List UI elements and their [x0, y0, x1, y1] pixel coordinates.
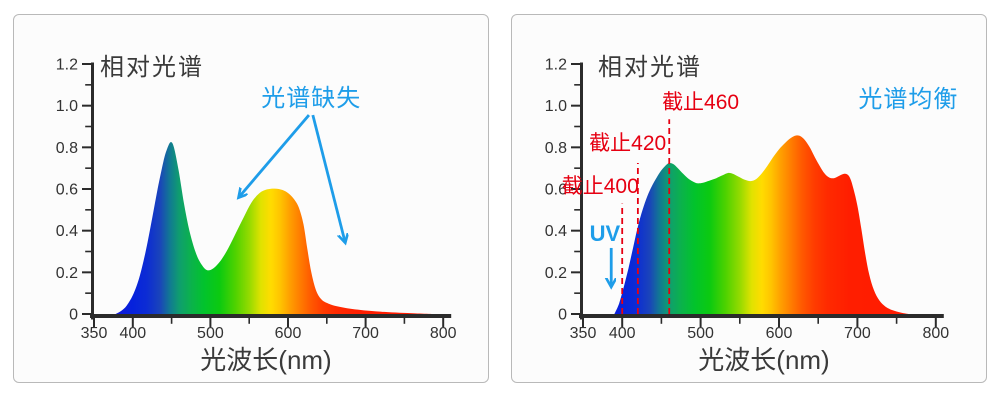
axes — [82, 62, 452, 327]
x-tick-label: 600 — [766, 325, 793, 342]
x-tick-label: 350 — [570, 325, 597, 342]
cutoff-label-420: 截止420 — [589, 132, 666, 155]
axes — [571, 62, 944, 327]
tick-labels: 0 0.2 0.4 0.6 0.8 1.0 1.2 350 400 500 600 700 800 — [545, 57, 949, 342]
uv-label: UV — [590, 221, 621, 246]
y-tick-label: 0.8 — [545, 140, 567, 157]
left-chart-panel: 0 0.2 0.4 0.6 0.8 1.0 1.2 350 400 500 600 700 800 光谱缺… — [13, 14, 489, 383]
y-tick-label: 0.4 — [56, 223, 78, 240]
x-tick-label: 400 — [119, 325, 146, 342]
y-tick-label: 0.2 — [56, 265, 78, 282]
missing-arrow-right — [311, 114, 345, 242]
cutoff-label-460: 截止460 — [662, 91, 739, 114]
left-spectrum-chart: 0 0.2 0.4 0.6 0.8 1.0 1.2 350 400 500 600 700 800 光谱缺… — [56, 57, 457, 342]
y-tick-label: 0.4 — [545, 223, 567, 240]
x-tick-label: 700 — [844, 325, 871, 342]
x-tick-label: 350 — [81, 325, 108, 342]
spectrum-curve — [115, 142, 432, 314]
right-chart-xlabel: 光波长(nm) — [698, 345, 830, 375]
y-tick-label: 0.6 — [545, 182, 567, 199]
y-tick-label: 0 — [69, 307, 78, 324]
x-tick-label: 500 — [687, 325, 714, 342]
x-tick-label: 700 — [352, 325, 379, 342]
y-tick-label: 0.2 — [545, 265, 567, 282]
x-tick-label: 800 — [922, 325, 949, 342]
right-chart-title: 相对光谱 — [598, 54, 702, 81]
y-tick-label: 0.6 — [56, 182, 78, 199]
missing-spectrum-label: 光谱缺失 — [261, 85, 361, 112]
x-tick-label: 400 — [609, 325, 636, 342]
right-chart-panel: 0 0.2 0.4 0.6 0.8 1.0 1.2 350 400 500 600 700 800 截止4… — [511, 14, 987, 383]
x-tick-label: 600 — [275, 325, 302, 342]
spectrum-curve — [614, 135, 909, 314]
y-tick-label: 1.2 — [545, 57, 567, 74]
balanced-spectrum-label: 光谱均衡 — [858, 86, 958, 113]
x-tick-label: 800 — [430, 325, 457, 342]
y-tick-label: 1.2 — [56, 57, 78, 74]
y-tick-label: 1.0 — [545, 98, 567, 115]
x-tick-label: 500 — [197, 325, 224, 342]
y-tick-label: 1.0 — [56, 98, 78, 115]
y-tick-label: 0.8 — [56, 140, 78, 157]
tick-labels: 0 0.2 0.4 0.6 0.8 1.0 1.2 350 400 500 600 700 800 — [56, 57, 457, 342]
left-chart-title: 相对光谱 — [100, 54, 204, 81]
cutoff-label-400: 截止400 — [562, 175, 639, 198]
left-chart-xlabel: 光波长(nm) — [200, 345, 332, 375]
right-spectrum-chart: 0 0.2 0.4 0.6 0.8 1.0 1.2 350 400 500 600 700 800 截止4… — [545, 57, 958, 342]
missing-arrow-left — [239, 114, 311, 197]
y-tick-label: 0 — [558, 307, 567, 324]
